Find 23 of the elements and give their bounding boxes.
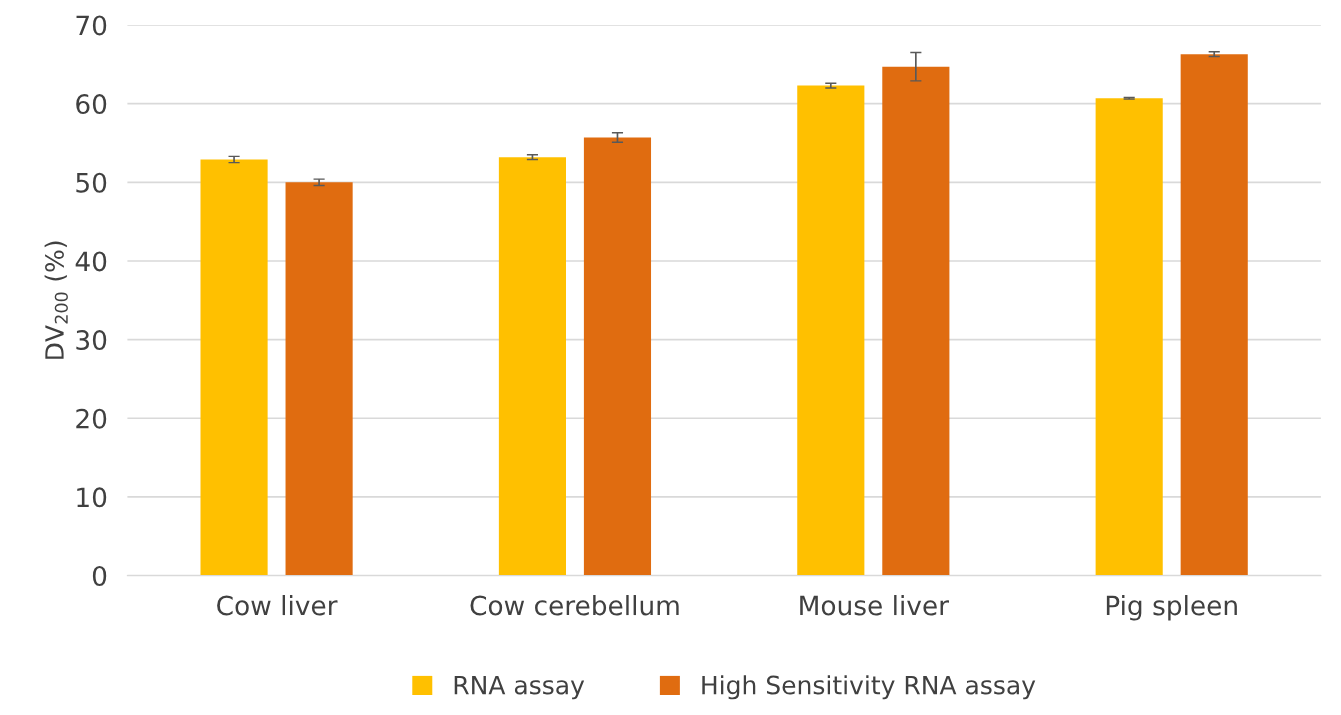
- bar: [583, 137, 652, 576]
- bar: [285, 182, 353, 576]
- x-tick-label: Cow cerebellum: [470, 595, 679, 616]
- bar: [797, 85, 865, 576]
- bar: [1180, 54, 1248, 576]
- y-tick-label: 10: [77, 487, 107, 508]
- y-tick-label: 40: [75, 251, 107, 272]
- x-tick-label: Cow liver: [217, 595, 338, 616]
- bar: [1095, 98, 1163, 576]
- bar: [882, 66, 950, 576]
- y-tick-label: 0: [92, 566, 107, 586]
- y-tick-label: 50: [76, 172, 107, 193]
- bar: [498, 157, 566, 576]
- y-tick-label: 30: [76, 330, 107, 351]
- bar: [200, 159, 268, 576]
- x-tick-label: Mouse liver: [800, 595, 950, 616]
- y-tick-label: 20: [76, 408, 107, 429]
- y-axis-title: DV$_{200}$ (%): [44, 241, 68, 359]
- legend-label: RNA assay: [454, 675, 585, 700]
- x-tick-label: Pig spleen: [1106, 595, 1237, 621]
- legend-label: High Sensitivity RNA assay: [702, 675, 1036, 700]
- y-tick-label: 70: [76, 15, 107, 36]
- y-tick-label: 60: [76, 94, 107, 115]
